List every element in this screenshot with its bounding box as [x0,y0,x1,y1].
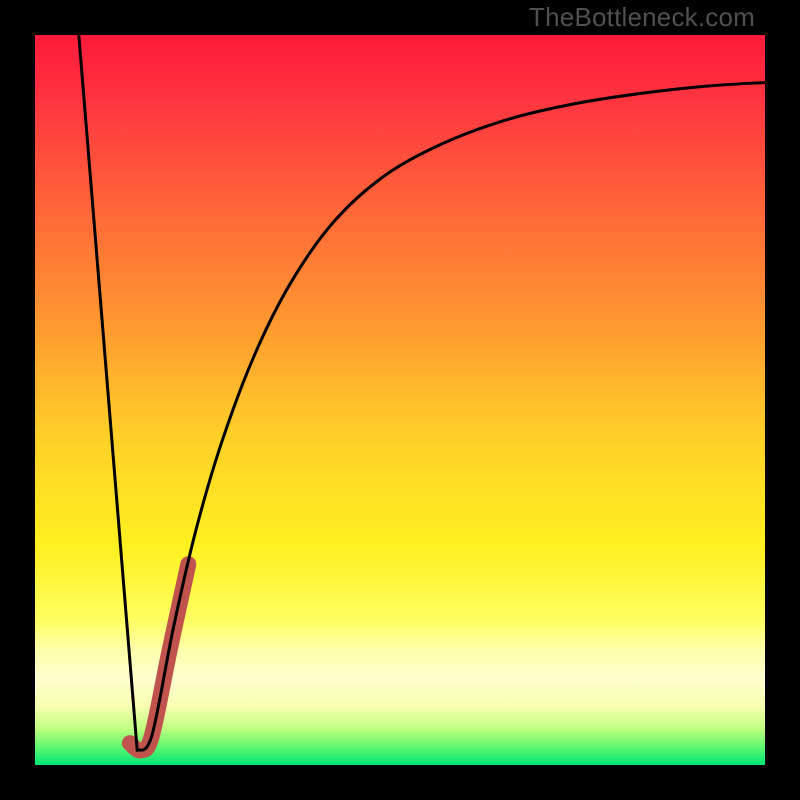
curve-layer [35,35,765,765]
highlight-segment [130,564,188,750]
black-curve [79,35,765,750]
watermark-text: TheBottleneck.com [529,2,755,33]
chart-frame: TheBottleneck.com [0,0,800,800]
plot-area [35,35,765,765]
